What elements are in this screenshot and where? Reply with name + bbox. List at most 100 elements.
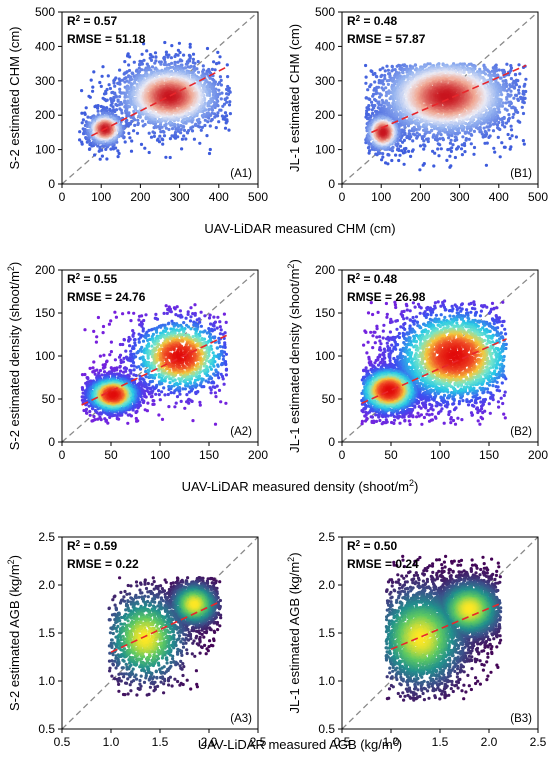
- data-point: [225, 100, 229, 104]
- data-point: [89, 78, 93, 82]
- data-point: [470, 63, 474, 67]
- data-point: [142, 42, 146, 46]
- data-point: [216, 82, 220, 86]
- data-point: [117, 132, 122, 136]
- data-point: [186, 65, 190, 69]
- data-point: [211, 77, 215, 81]
- data-point: [519, 95, 523, 99]
- data-point: [510, 106, 514, 110]
- x-tick-label: 100: [91, 190, 111, 204]
- data-point: [395, 64, 399, 68]
- data-point: [408, 72, 412, 76]
- data-point: [456, 145, 460, 149]
- data-point: [205, 93, 210, 97]
- data-point: [406, 134, 410, 138]
- data-point: [367, 107, 371, 111]
- data-point: [105, 109, 109, 113]
- data-point: [411, 132, 416, 136]
- data-point: [413, 68, 418, 72]
- data-point: [483, 72, 488, 76]
- data-point: [517, 91, 521, 95]
- data-point: [504, 101, 508, 105]
- data-point: [104, 91, 108, 95]
- data-point: [84, 106, 88, 110]
- data-point: [88, 95, 92, 99]
- data-point: [223, 126, 228, 130]
- data-point: [178, 50, 182, 55]
- data-point: [153, 61, 157, 65]
- data-point: [497, 120, 501, 125]
- data-point: [375, 75, 379, 79]
- data-point: [203, 123, 207, 128]
- data-point: [382, 109, 386, 113]
- data-point: [503, 107, 507, 111]
- data-point: [498, 76, 502, 80]
- data-point: [436, 147, 440, 151]
- data-point: [487, 128, 491, 132]
- data-point: [517, 85, 522, 89]
- data-point: [377, 100, 381, 104]
- data-point: [403, 150, 407, 154]
- data-point: [394, 153, 398, 157]
- data-point: [166, 111, 170, 116]
- data-point: [118, 68, 122, 72]
- data-point: [467, 70, 471, 74]
- data-point: [216, 111, 220, 115]
- data-point: [128, 55, 132, 59]
- data-point: [221, 104, 225, 108]
- data-point: [488, 70, 492, 74]
- data-point: [161, 142, 165, 146]
- data-point: [505, 62, 509, 66]
- data-point: [439, 133, 443, 137]
- data-point: [521, 89, 525, 93]
- data-point: [132, 87, 136, 91]
- data-point: [384, 161, 388, 165]
- data-point: [104, 147, 108, 151]
- data-point: [386, 68, 390, 72]
- data-point: [184, 137, 188, 141]
- data-point: [120, 102, 124, 106]
- data-point: [186, 129, 191, 133]
- data-point: [105, 98, 109, 102]
- y-tick-label: 0: [48, 177, 55, 191]
- data-point: [105, 87, 109, 92]
- data-point: [223, 97, 227, 101]
- data-point: [159, 62, 163, 66]
- data-point: [501, 120, 505, 124]
- data-point: [509, 64, 513, 68]
- data-point: [516, 119, 520, 123]
- data-point: [205, 111, 209, 115]
- data-point: [129, 149, 134, 153]
- data-point: [463, 150, 467, 154]
- data-point: [182, 117, 186, 121]
- data-point: [144, 74, 149, 78]
- data-point: [119, 108, 123, 112]
- data-point: [150, 65, 155, 69]
- data-point: [176, 125, 181, 130]
- data-point: [219, 78, 223, 82]
- y-tick-label: 300: [35, 74, 55, 88]
- data-point: [381, 66, 385, 70]
- data-point: [413, 63, 418, 67]
- data-point: [422, 147, 426, 151]
- data-point: [158, 122, 163, 127]
- data-point: [178, 59, 182, 63]
- data-point: [491, 73, 495, 77]
- data-point: [80, 89, 84, 93]
- data-point: [190, 71, 194, 75]
- data-point: [205, 69, 209, 73]
- data-point: [177, 41, 181, 45]
- data-point: [200, 114, 204, 118]
- data-point: [507, 100, 511, 104]
- data-point: [418, 144, 423, 148]
- data-point: [208, 124, 212, 128]
- data-point: [407, 149, 411, 153]
- data-point: [83, 112, 87, 116]
- data-point: [505, 95, 509, 100]
- data-point: [124, 76, 128, 80]
- data-point: [176, 135, 180, 139]
- data-point: [518, 72, 522, 76]
- data-point: [151, 130, 155, 134]
- data-point: [393, 68, 397, 72]
